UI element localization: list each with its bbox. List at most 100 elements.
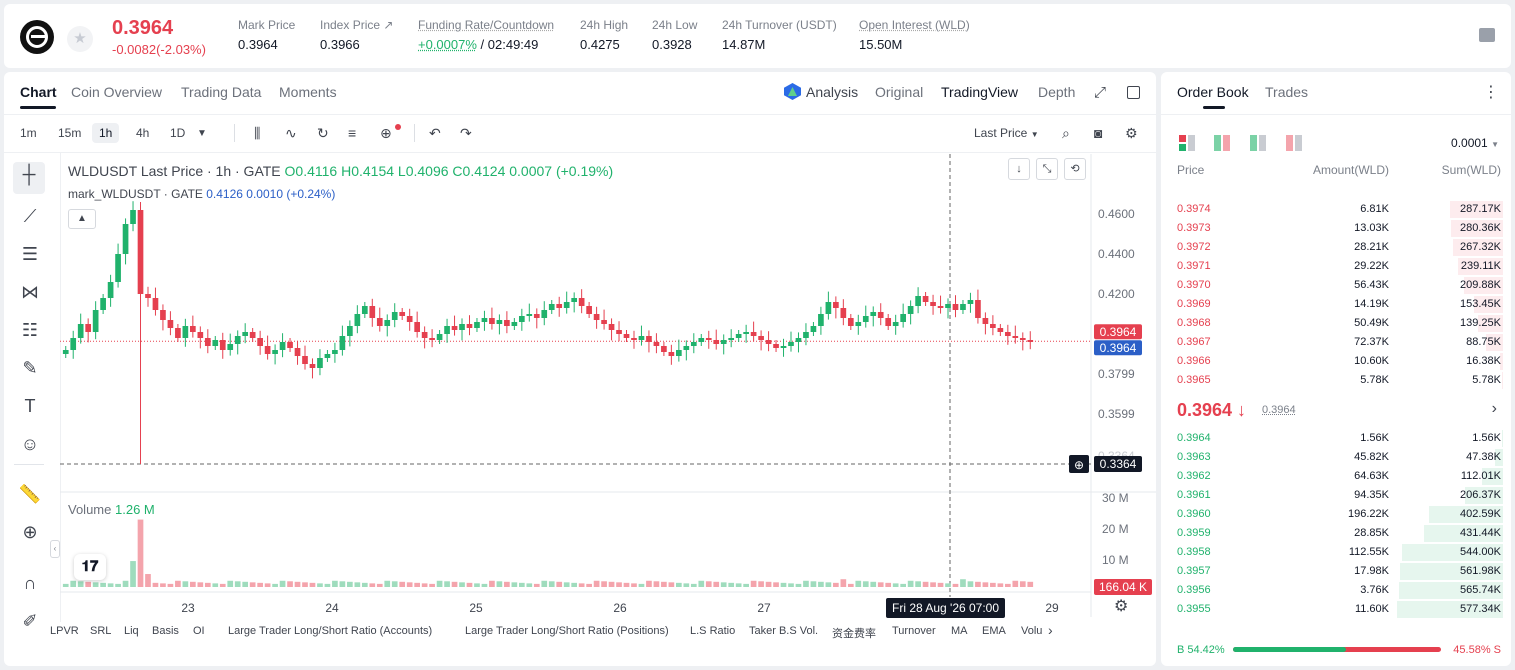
camera-icon[interactable]: ◙ [1094,125,1103,141]
replay-icon[interactable]: ↻ [317,125,329,141]
candlestick-chart[interactable]: 0.4600 0.4400 0.4200 0.3799 0.3599 0.3364 ⊕ 0.3… [4,72,1156,666]
orderbook-row[interactable]: 0.3969 14.19K 153.45K [1161,295,1511,313]
candle-body [892,322,899,326]
window-icon[interactable] [1127,86,1140,99]
orderbook-row[interactable]: 0.3970 56.43K 209.88K [1161,276,1511,294]
candle-type-icon[interactable]: ⫼ [254,125,261,141]
zoom-in-icon[interactable]: ⊕ [22,522,38,542]
tab-analysis[interactable]: Analysis [806,84,859,100]
tab-depth[interactable]: Depth [1038,84,1076,100]
view-asks-icon[interactable] [1286,135,1302,151]
tab-trades[interactable]: Trades [1265,84,1309,100]
timeframe-4h[interactable]: 4h [136,126,150,140]
indicator-item[interactable]: OI [193,625,205,637]
indicator-item[interactable]: SRL [90,625,112,637]
order-price: 0.3973 [1177,222,1211,234]
indicator-scroll-right-icon[interactable]: › [1048,622,1053,638]
tab-coin-overview[interactable]: Coin Overview [71,84,163,100]
indicator-item[interactable]: Turnover [892,625,936,637]
expand-icon[interactable]: ⤢ [1094,84,1107,101]
brush-tool-icon[interactable]: ✎ [22,358,38,378]
sidebar-collapse-icon[interactable]: ‹ [50,540,60,558]
tab-tradingview[interactable]: TradingView [941,84,1019,100]
add-indicator-icon[interactable]: ⊕ [380,125,392,141]
timeframe-15m[interactable]: 15m [58,126,82,140]
indicator-item[interactable]: L.S Ratio [690,625,736,637]
tab-trading-data[interactable]: Trading Data [181,84,262,100]
template-icon[interactable]: ≡ [348,125,357,141]
candle-body [474,322,480,328]
view-bids-icon[interactable] [1250,135,1266,151]
scroll-down-icon[interactable]: ↓ [1008,158,1030,180]
orderbook-row[interactable]: 0.3966 10.60K 16.38K [1161,352,1511,370]
indicator-item[interactable]: Liq [124,625,139,637]
tab-order-book[interactable]: Order Book [1177,84,1249,100]
settings-gear-icon[interactable]: ⚙ [1125,125,1138,141]
indicator-item[interactable]: Large Trader Long/Short Ratio (Positions… [465,625,669,637]
ai-analysis-icon[interactable] [784,83,801,100]
chevron-right-icon[interactable]: › [1491,400,1497,417]
tab-chart[interactable]: Chart [20,84,57,100]
pattern-tool-icon[interactable]: ⋈ [21,282,39,302]
timeframe-1m[interactable]: 1m [20,126,37,140]
orderbook-row[interactable]: 0.3958 112.55K 544.00K [1161,543,1511,561]
projection-tool-icon[interactable]: ☷ [21,320,39,340]
legend-collapse-button[interactable]: ▲ [68,209,96,229]
timeframe-dropdown-icon[interactable]: ▼ [197,128,207,139]
indicator-item[interactable]: LPVR [50,625,79,637]
orderbook-row[interactable]: 0.3971 29.22K 239.11K [1161,257,1511,275]
orderbook-row[interactable]: 0.3964 1.56K 1.56K [1161,429,1511,447]
volume-bar [242,581,249,587]
tab-moments[interactable]: Moments [279,84,337,100]
indicators-icon[interactable]: ∿ [285,125,297,141]
orderbook-row[interactable]: 0.3965 5.78K 5.78K [1161,371,1511,389]
orderbook-row[interactable]: 0.3957 17.98K 561.98K [1161,562,1511,580]
auto-scale-icon[interactable]: ⤡ [1036,158,1058,180]
ruler-tool-icon[interactable]: 📏 [18,484,42,504]
magnet-icon[interactable]: ∩ [23,573,37,593]
search-icon[interactable]: ⌕ [1062,125,1070,141]
book-icon[interactable] [1479,28,1495,42]
orderbook-row[interactable]: 0.3972 28.21K 267.32K [1161,238,1511,256]
orderbook-row[interactable]: 0.3956 3.76K 565.74K [1161,581,1511,599]
timeframe-1h[interactable]: 1h [92,123,120,143]
timeframe-1d[interactable]: 1D [170,126,186,140]
reset-view-icon[interactable]: ⟲ [1064,158,1086,180]
indicator-item[interactable]: Taker B.S Vol. [749,625,819,637]
orderbook-row[interactable]: 0.3959 28.85K 431.44K [1161,524,1511,542]
lock-drawing-icon[interactable]: ✐ [22,611,38,631]
orderbook-row[interactable]: 0.3962 64.63K 112.01K [1161,467,1511,485]
orderbook-row[interactable]: 0.3963 45.82K 47.38K [1161,448,1511,466]
favorite-star-icon[interactable]: ★ [67,26,93,52]
stat-index-price[interactable]: Index Price ↗ 0.3966 [320,18,393,52]
price-type-select[interactable]: Last Price ▼ [974,126,1039,140]
view-both-alt-icon[interactable] [1214,135,1230,151]
orderbook-row[interactable]: 0.3955 11.60K 577.34K [1161,600,1511,618]
orderbook-row[interactable]: 0.3967 72.37K 88.75K [1161,333,1511,351]
orderbook-row[interactable]: 0.3973 13.03K 280.36K [1161,219,1511,237]
orderbook-row[interactable]: 0.3974 6.81K 287.17K [1161,200,1511,218]
tradingview-logo-icon[interactable]: 𝟏𝟕 [74,554,106,580]
more-options-icon[interactable]: ⋮ [1483,84,1499,101]
trend-line-icon[interactable]: ⟋ [23,206,37,226]
redo-icon[interactable]: ↷ [460,125,472,141]
view-both-icon[interactable] [1179,135,1195,151]
indicator-item[interactable]: EMA [982,625,1006,637]
chart-settings-icon[interactable]: ⚙ [1114,598,1129,615]
text-tool-icon[interactable]: T [24,396,36,416]
orderbook-row[interactable]: 0.3960 196.22K 402.59K [1161,505,1511,523]
stat-label[interactable]: Index Price ↗ [320,18,394,32]
undo-icon[interactable]: ↶ [429,125,441,141]
orderbook-row[interactable]: 0.3968 50.49K 139.25K [1161,314,1511,332]
tab-original[interactable]: Original [875,84,924,100]
orderbook-row[interactable]: 0.3961 94.35K 206.37K [1161,486,1511,504]
indicator-item[interactable]: 资金费率 [832,628,876,640]
precision-select[interactable]: 0.0001 ▼ [1451,136,1499,150]
crosshair-tool-icon[interactable]: ┼ [13,162,45,194]
indicator-item[interactable]: Basis [152,625,179,637]
indicator-item[interactable]: Volu [1021,625,1043,637]
indicator-item[interactable]: Large Trader Long/Short Ratio (Accounts) [228,625,433,637]
emoji-tool-icon[interactable]: ☺ [20,434,40,454]
indicator-item[interactable]: MA [951,625,968,637]
fib-lines-icon[interactable]: ☰ [21,244,39,264]
